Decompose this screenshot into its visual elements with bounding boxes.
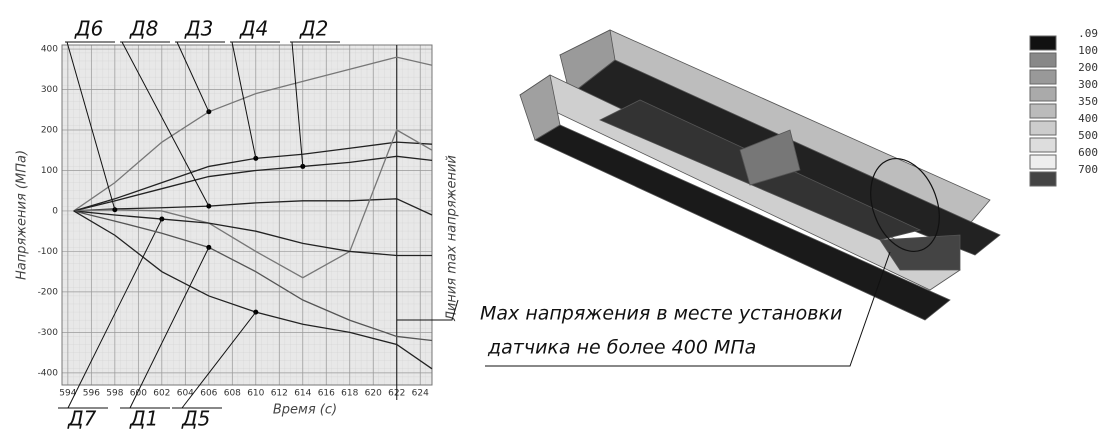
callout-line xyxy=(485,251,891,367)
x-tick-label: 624 xyxy=(412,389,429,399)
legend-swatch xyxy=(1029,120,1057,136)
series-label: Д3 xyxy=(184,17,213,41)
series-line xyxy=(73,210,432,257)
x-tick-label: 594 xyxy=(59,389,76,399)
legend-label: 700 xyxy=(1078,163,1098,176)
legend-label: 350 xyxy=(1078,95,1098,108)
series-label: Д1 xyxy=(129,407,158,430)
legend-label: 100 xyxy=(1078,44,1098,57)
legend-swatch xyxy=(1029,171,1057,187)
legend-swatch xyxy=(1029,154,1057,170)
series-label: Д4 xyxy=(239,17,268,41)
x-tick-label: 598 xyxy=(106,389,123,399)
legend-swatch xyxy=(1029,103,1057,119)
legend-swatch xyxy=(1029,52,1057,68)
y-tick-label: 300 xyxy=(41,85,58,95)
legend-swatch xyxy=(1029,69,1057,85)
series-label: Д6 xyxy=(74,17,103,41)
legend-label: 400 xyxy=(1078,112,1098,125)
leader-line xyxy=(181,311,257,409)
y-tick-label: 100 xyxy=(41,166,58,176)
legend: .09 100 200 300 350 400 500 600 700 xyxy=(1029,27,1098,187)
x-tick-label: 610 xyxy=(247,389,264,399)
x-tick-label: 596 xyxy=(83,389,100,399)
x-tick-label: 616 xyxy=(318,389,335,399)
x-tick-label: 602 xyxy=(153,389,170,399)
y-tick-label: 200 xyxy=(41,126,58,136)
series-line xyxy=(73,155,433,212)
leader-line xyxy=(231,41,257,159)
y-tick-label: -100 xyxy=(38,247,59,257)
x-axis-label: Время (с) xyxy=(273,403,337,418)
leader-line xyxy=(176,41,210,112)
series-line xyxy=(73,210,433,342)
x-tick-label: 600 xyxy=(130,389,147,399)
y-tick-label: -300 xyxy=(38,328,59,338)
caption: датчика не более 400 МПа xyxy=(487,337,756,359)
x-tick-label: 612 xyxy=(271,389,288,399)
x-tick-label: 604 xyxy=(177,389,194,399)
series-line xyxy=(73,129,433,279)
x-tick-label: 608 xyxy=(224,389,241,399)
legend-label: 600 xyxy=(1078,146,1098,159)
chart: -400 -300 -200 -100 0 100 200 300 400 594 596 598 60… xyxy=(38,17,460,430)
callout-ellipse xyxy=(870,157,940,253)
max-line-leader xyxy=(396,299,459,321)
legend-label: .09 xyxy=(1078,27,1098,40)
series-label: Д7 xyxy=(67,407,97,430)
legend-swatch xyxy=(1029,137,1057,153)
leader-line xyxy=(66,41,116,210)
leader-line xyxy=(129,247,210,409)
caption: Max напряжения в месте установки xyxy=(480,303,842,325)
series-label: Д2 xyxy=(299,17,328,41)
legend-swatch xyxy=(1029,35,1057,51)
x-tick-label: 606 xyxy=(200,389,217,399)
leader-line xyxy=(291,41,304,167)
y-tick-label: 400 xyxy=(41,45,58,55)
max-line-label: Линия max напряжений xyxy=(445,155,460,322)
legend-label: 500 xyxy=(1078,129,1098,142)
leader-line xyxy=(67,218,163,409)
y-tick-label: -200 xyxy=(38,287,59,297)
series-line xyxy=(73,198,433,216)
series-line xyxy=(73,56,433,212)
leader-line xyxy=(121,41,210,207)
frame-model xyxy=(519,29,1001,321)
x-tick-label: 620 xyxy=(365,389,382,399)
y-tick-label: 0 xyxy=(52,206,58,216)
y-axis-label: Напряжения (МПа) xyxy=(15,150,30,280)
y-tick-label: -400 xyxy=(38,368,59,378)
x-tick-label: 614 xyxy=(294,389,311,399)
series-label: Д5 xyxy=(181,407,210,430)
legend-label: 200 xyxy=(1078,61,1098,74)
minor-grid xyxy=(62,45,432,385)
x-tick-label: 618 xyxy=(341,389,358,399)
series-label: Д8 xyxy=(129,17,158,41)
legend-label: 300 xyxy=(1078,78,1098,91)
legend-swatch xyxy=(1029,86,1057,102)
